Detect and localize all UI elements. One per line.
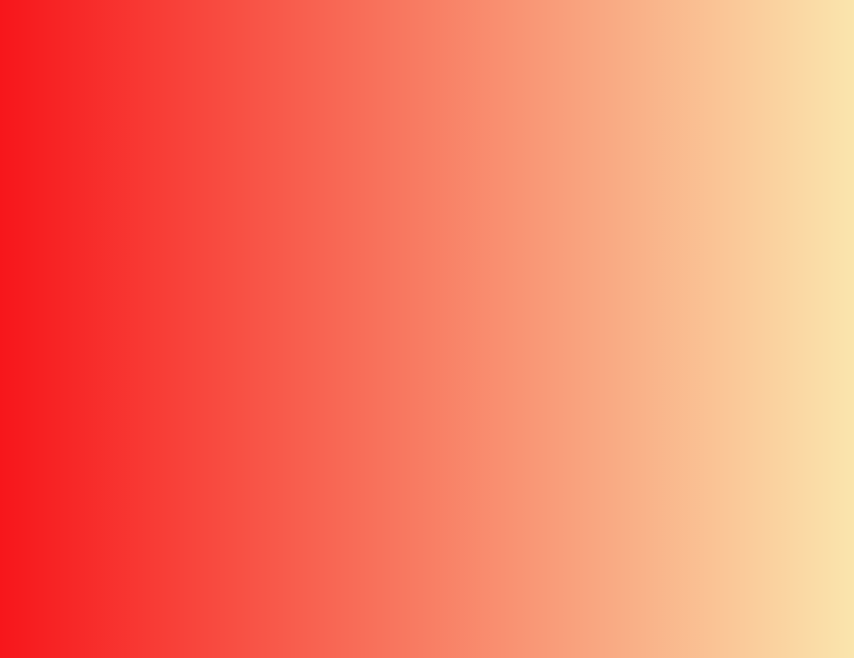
gradient-background — [0, 0, 854, 658]
